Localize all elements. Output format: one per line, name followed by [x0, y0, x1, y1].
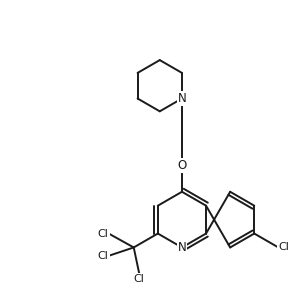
Text: Cl: Cl: [98, 251, 109, 261]
Text: Cl: Cl: [98, 229, 109, 239]
Text: O: O: [177, 159, 187, 172]
Text: N: N: [178, 92, 186, 105]
Text: N: N: [178, 241, 186, 254]
Text: Cl: Cl: [134, 274, 145, 284]
Text: Cl: Cl: [278, 242, 289, 252]
